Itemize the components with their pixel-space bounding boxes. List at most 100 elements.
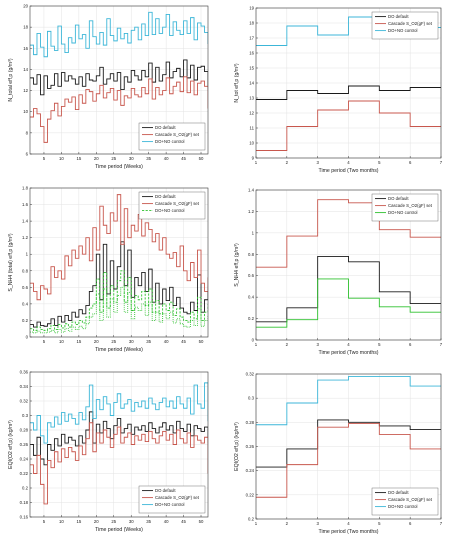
- y-tick-label: 0.22: [20, 471, 29, 476]
- legend-label: DO default: [155, 125, 176, 130]
- y-tick-label: 0.24: [20, 457, 29, 462]
- x-tick-label: 3: [316, 521, 319, 526]
- y-tick-label: 18: [249, 21, 254, 26]
- legend-label: DO default: [388, 14, 409, 19]
- y-tick-label: 0.26: [246, 444, 255, 449]
- y-tick-label: 1.2: [248, 209, 255, 214]
- x-tick-label: 35: [146, 339, 151, 344]
- y-tick-label: 8: [26, 130, 29, 135]
- series-line-4: [30, 286, 208, 334]
- legend-label: DO default: [388, 490, 409, 495]
- y-tick-label: 15: [249, 66, 254, 71]
- y-tick-label: 14: [249, 81, 254, 86]
- y-tick-label: 0.2: [248, 517, 255, 522]
- axes-frame: [29, 187, 209, 338]
- x-tick-label: 5: [378, 160, 381, 165]
- legend: DO default Cascade S_O2(gF) set DO+NO cont…: [138, 122, 206, 151]
- x-axis-label: Time period (Two months): [318, 168, 378, 174]
- x-tick-label: 45: [181, 519, 186, 524]
- y-tick-label: 0.24: [246, 468, 255, 473]
- x-tick-label: 4: [347, 160, 350, 165]
- legend-label: DO+NO control: [388, 28, 418, 33]
- series-line-3: [256, 375, 441, 426]
- legend: DO default Cascade S_O2(gF) set DO+NO cont…: [138, 191, 206, 220]
- legend-label: Cascade S_O2(gF) set: [388, 21, 433, 26]
- y-tick-label: 0.8: [22, 268, 29, 273]
- legend-label: Cascade S_O2(gF) set: [155, 201, 200, 206]
- series-line-2: [30, 422, 208, 505]
- x-tick-label: 7: [440, 521, 443, 526]
- legend-label: Cascade S_O2(gF) set: [155, 132, 200, 137]
- y-axis-label: S_NH4 (total) eff,p (g/m³): [8, 233, 14, 291]
- legend: DO default Cascade S_O2(gF) set DO+NO cont…: [371, 487, 439, 516]
- series-line-1: [30, 59, 208, 96]
- y-tick-label: 0.6: [22, 285, 29, 290]
- x-tick-label: 1: [255, 342, 258, 347]
- x-tick-label: 10: [59, 339, 64, 344]
- series-group: [30, 11, 208, 143]
- y-tick-label: 6: [26, 152, 29, 157]
- chart-panel-3: 5 10 15 20 25 30 35 40 45 50 0 0.2 0.4 0.6 0.8 1 1.2 1.4 1…: [8, 186, 209, 353]
- x-tick-label: 15: [76, 519, 81, 524]
- legend: DO default Cascade S_O2(gF) set DO+NO cont…: [371, 11, 439, 40]
- y-tick-label: 1: [26, 252, 29, 257]
- x-tick-label: 30: [129, 519, 134, 524]
- y-axis-label: EQI(O2 eff,p) (kg/m³): [8, 420, 14, 469]
- x-tick-label: 20: [94, 339, 99, 344]
- series-group: [30, 382, 208, 505]
- legend-label: DO+NO control: [155, 139, 185, 144]
- axes-frame: [29, 5, 209, 155]
- y-tick-label: 1: [252, 230, 255, 235]
- x-tick-label: 35: [146, 156, 151, 161]
- y-tick-label: 0.32: [20, 399, 29, 404]
- x-tick-label: 5: [378, 521, 381, 526]
- x-axis-label: Time period (Weeks): [95, 164, 143, 170]
- legend-label: DO default: [155, 488, 176, 493]
- x-tick-label: 25: [111, 519, 116, 524]
- y-tick-label: 0.4: [22, 301, 29, 306]
- x-tick-label: 7: [440, 160, 443, 165]
- x-tick-label: 15: [76, 156, 81, 161]
- x-tick-label: 40: [164, 519, 169, 524]
- series-line-1: [256, 255, 441, 323]
- x-tick-label: 3: [316, 160, 319, 165]
- series-line-3: [30, 270, 208, 331]
- x-tick-label: 50: [199, 519, 204, 524]
- y-axis-label: EQI(O2 eff,p) (kg/m³): [234, 422, 240, 471]
- y-axis-label: N_total eff,p (g/m³): [8, 58, 14, 101]
- legend-box: [371, 193, 439, 222]
- x-tick-label: 2: [286, 160, 289, 165]
- x-tick-label: 50: [199, 339, 204, 344]
- legend-label: DO+NO control: [388, 504, 418, 509]
- series-line-2: [30, 194, 208, 301]
- x-tick-label: 40: [164, 156, 169, 161]
- legend-label: Cascade S_O2(gF) set: [155, 495, 200, 500]
- x-tick-label: 45: [181, 156, 186, 161]
- y-tick-label: 13: [249, 96, 254, 101]
- chart-panel-5: 5 10 15 20 25 30 35 40 45 50 0.16 0.18 0.2 0.22 0.24 0.…: [8, 370, 209, 533]
- y-tick-label: 1.8: [22, 186, 29, 191]
- y-tick-label: 0.2: [22, 318, 29, 323]
- y-tick-label: 10: [249, 141, 254, 146]
- x-axis-label: Time period (Weeks): [95, 527, 143, 533]
- y-tick-label: 10: [23, 109, 28, 114]
- x-tick-label: 35: [146, 519, 151, 524]
- x-tick-label: 10: [59, 519, 64, 524]
- x-tick-label: 6: [409, 521, 412, 526]
- y-tick-label: 0.32: [246, 372, 255, 377]
- x-tick-label: 5: [43, 339, 46, 344]
- y-tick-label: 9: [252, 156, 255, 161]
- series-group: [30, 194, 208, 334]
- y-tick-label: 12: [23, 88, 28, 93]
- x-tick-label: 25: [111, 156, 116, 161]
- x-tick-label: 30: [129, 156, 134, 161]
- series-line-3: [30, 382, 208, 444]
- x-tick-label: 1: [255, 160, 258, 165]
- x-tick-label: 5: [378, 342, 381, 347]
- series-line-2: [256, 199, 441, 268]
- y-tick-label: 0.3: [22, 413, 29, 418]
- x-tick-label: 6: [409, 342, 412, 347]
- y-tick-label: 0.4: [248, 295, 255, 300]
- y-tick-label: 14: [23, 67, 28, 72]
- series-line-3: [256, 278, 441, 328]
